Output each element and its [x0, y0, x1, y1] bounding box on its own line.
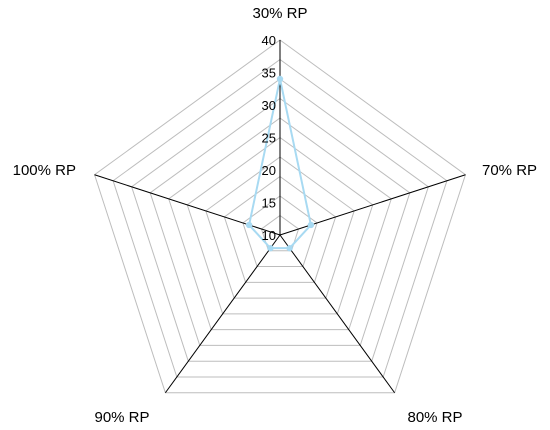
tick-label: 30 — [262, 98, 276, 113]
series-layer — [245, 75, 315, 252]
grid-ring — [205, 156, 355, 299]
category-label: 90% RP — [94, 409, 149, 426]
category-label: 80% RP — [407, 409, 462, 426]
grid-ring — [149, 97, 411, 346]
axis-spoke — [279, 234, 396, 394]
category-label: 100% RP — [13, 162, 76, 179]
tick-label: 40 — [262, 33, 276, 48]
tick-label: 15 — [262, 196, 276, 211]
grid-ring — [186, 136, 374, 315]
tick-label: 10 — [262, 228, 276, 243]
tick-label: 25 — [262, 131, 276, 146]
category-label: 30% RP — [252, 5, 307, 22]
series-line — [248, 78, 312, 250]
data-point — [245, 221, 253, 229]
data-point — [267, 244, 274, 252]
axis-spoke — [279, 174, 466, 236]
grid-ring — [260, 214, 300, 252]
data-point — [286, 244, 293, 252]
data-point — [276, 75, 284, 83]
axis-spoke — [94, 174, 281, 236]
grid-layer — [93, 39, 467, 394]
grid-ring — [93, 39, 467, 394]
axis-spoke — [164, 234, 281, 394]
tick-label: 20 — [262, 163, 276, 178]
tick-layer: 10 15 20 25 30 35 40 — [262, 33, 276, 243]
tick-label: 35 — [262, 66, 276, 81]
grid-ring — [242, 195, 318, 268]
category-label: 70% RP — [482, 162, 537, 179]
spoke-layer — [94, 40, 466, 394]
data-point — [307, 221, 315, 229]
grid-ring — [131, 78, 429, 362]
grid-ring — [168, 117, 392, 331]
category-label-layer: 30% RP 70% RP 80% RP 90% RP 100% RP — [13, 5, 537, 426]
grid-ring — [112, 58, 448, 378]
grid-ring — [223, 175, 337, 283]
